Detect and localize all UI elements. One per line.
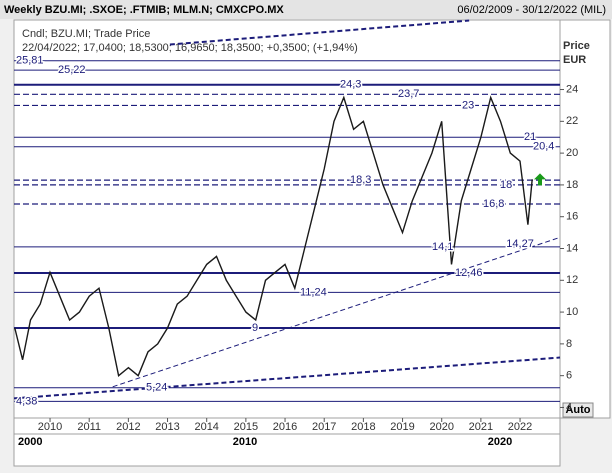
x-tick-label: 2022 — [508, 421, 532, 433]
decade-label: 2010 — [233, 436, 257, 448]
level-label: 14,1 — [432, 241, 453, 253]
level-label: 12,46 — [455, 267, 483, 279]
trendline — [169, 19, 470, 46]
decade-label: 2000 — [18, 436, 42, 448]
x-tick-label: 2021 — [469, 421, 493, 433]
level-label: 4,38 — [16, 395, 37, 407]
level-label: 24,3 — [340, 79, 361, 91]
chart-title: Weekly BZU.MI; .SXOE; .FTMIB; MLM.N; CMX… — [4, 4, 284, 16]
x-tick-label: 2011 — [77, 421, 101, 433]
y-tick-label: 22 — [566, 115, 578, 127]
level-label: 5,24 — [146, 382, 167, 394]
level-label: 25,22 — [58, 64, 86, 76]
x-tick-label: 2012 — [116, 421, 140, 433]
level-label: 23,7 — [398, 88, 419, 100]
level-label: 9 — [252, 322, 258, 334]
header-bar — [0, 0, 612, 19]
level-label: 18,3 — [350, 174, 371, 186]
annotation-label: 14,27 — [506, 238, 534, 250]
x-tick-label: 2019 — [390, 421, 414, 433]
level-label: 16,8 — [483, 198, 504, 210]
y-axis-unit: EUR — [563, 54, 586, 66]
y-tick-label: 14 — [566, 242, 578, 254]
level-label: 21 — [524, 131, 536, 143]
price-line — [14, 95, 533, 377]
y-tick-label: 24 — [566, 83, 578, 95]
x-tick-label: 2017 — [312, 421, 336, 433]
y-tick-label: 20 — [566, 147, 578, 159]
plot-layer — [13, 19, 561, 402]
y-tick-label: 4 — [566, 401, 572, 413]
time-axis — [13, 417, 561, 467]
level-label: 11,24 — [300, 286, 327, 298]
level-label: 25,81 — [16, 55, 44, 67]
y-tick-label: 10 — [566, 306, 578, 318]
level-label: 23 — [462, 99, 474, 111]
date-range: 06/02/2009 - 30/12/2022 (MIL) — [457, 4, 606, 16]
price-axis — [559, 19, 611, 419]
plot-area — [13, 19, 561, 419]
level-label: 20,4 — [533, 141, 554, 153]
legend-line: 22/04/2022; 17,0400; 18,5300; 16,9650; 1… — [22, 42, 358, 54]
x-tick-label: 2010 — [38, 421, 62, 433]
x-tick-label: 2014 — [194, 421, 218, 433]
legend-line: Cndl; BZU.MI; Trade Price — [22, 28, 150, 40]
trendline — [13, 356, 561, 400]
y-tick-label: 12 — [566, 274, 578, 286]
level-label: 18 — [500, 179, 512, 191]
x-tick-label: 2018 — [351, 421, 375, 433]
y-tick-label: 16 — [566, 211, 578, 223]
y-axis-label: Price — [563, 40, 590, 52]
x-tick-label: 2015 — [234, 421, 258, 433]
auto-button[interactable] — [562, 402, 594, 418]
y-tick-label: 8 — [566, 338, 572, 350]
auto-button-label[interactable]: Auto — [565, 404, 590, 416]
x-tick-label: 2013 — [155, 421, 179, 433]
trendline — [112, 236, 561, 388]
x-tick-label: 2016 — [273, 421, 297, 433]
y-tick-label: 6 — [566, 370, 572, 382]
x-tick-label: 2020 — [429, 421, 453, 433]
y-tick-label: 18 — [566, 179, 578, 191]
last-price-arrow — [534, 173, 546, 186]
decade-label: 2020 — [488, 436, 512, 448]
